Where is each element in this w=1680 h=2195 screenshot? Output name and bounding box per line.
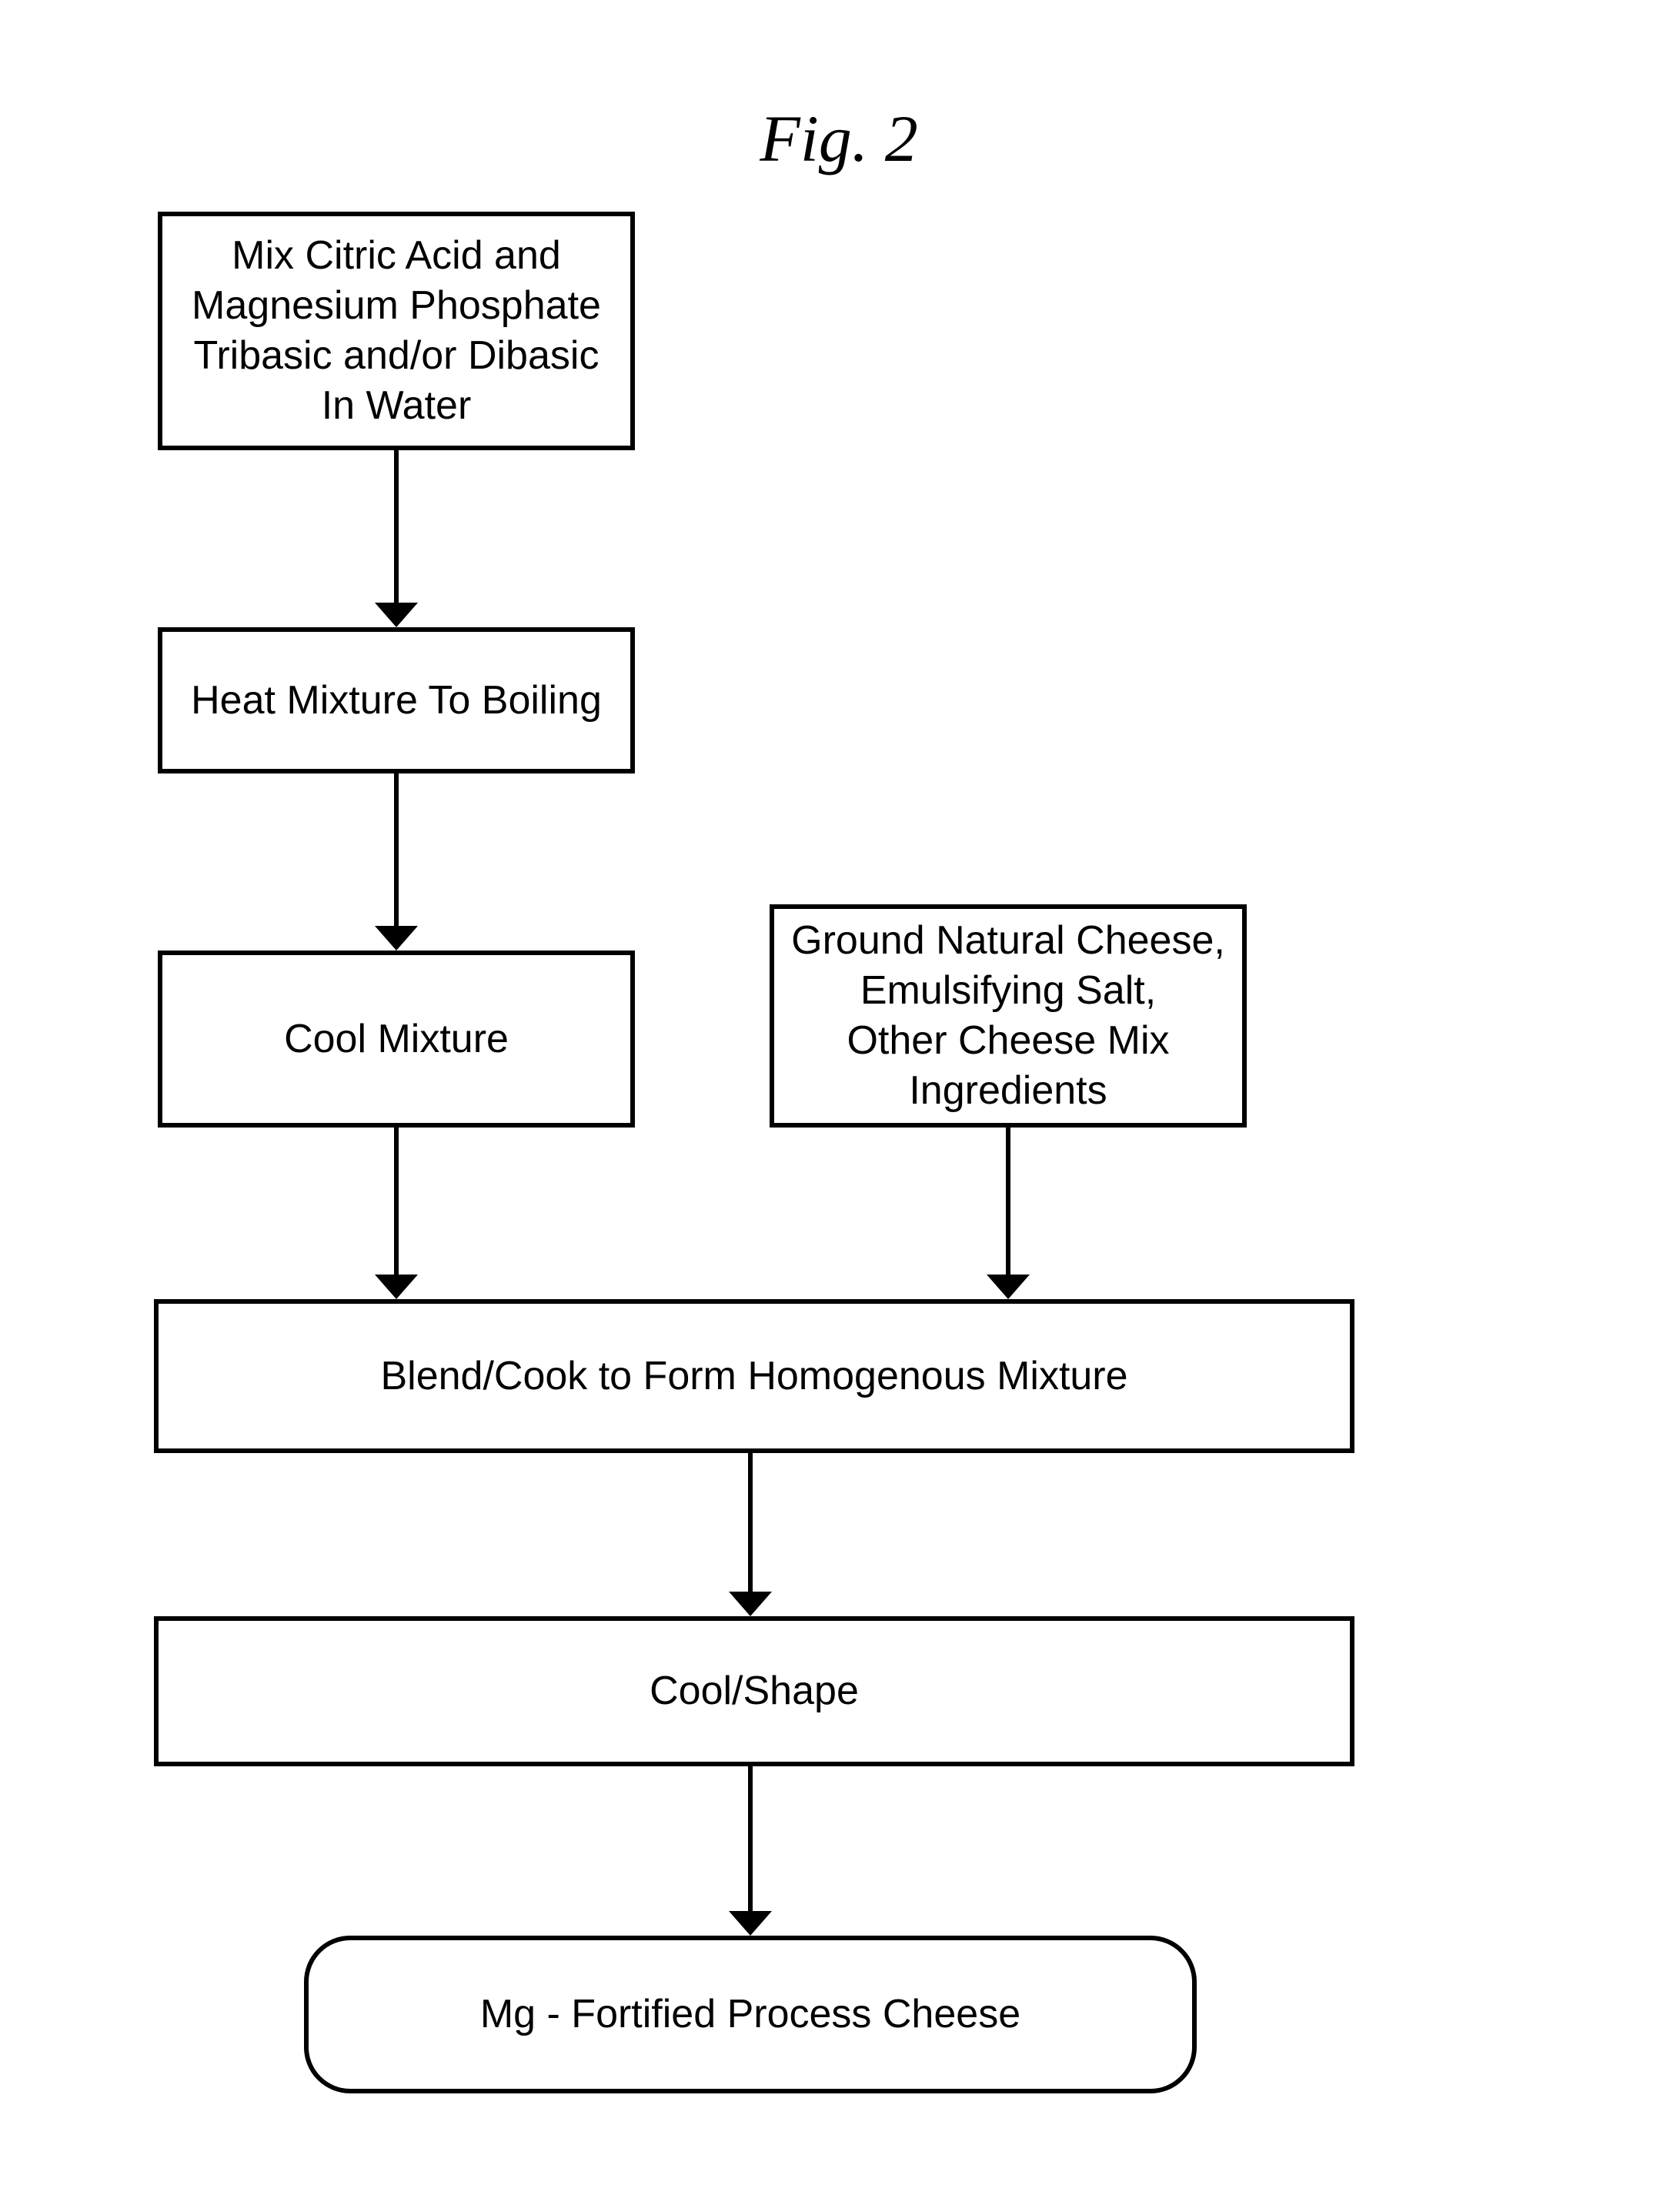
flow-edge-head-e3 xyxy=(375,1275,418,1299)
flow-node-label: Heat Mixture To Boiling xyxy=(191,676,602,726)
flow-node-label: Blend/Cook to Form Homogenous Mixture xyxy=(380,1351,1127,1402)
flow-node-label: Mix Citric Acid and Magnesium Phosphate … xyxy=(192,231,601,431)
flow-node-blend: Blend/Cook to Form Homogenous Mixture xyxy=(154,1299,1354,1453)
flow-node-ingredients: Ground Natural Cheese, Emulsifying Salt,… xyxy=(770,904,1247,1128)
flow-edge-e4 xyxy=(1006,1128,1010,1275)
flow-node-label: Ground Natural Cheese, Emulsifying Salt,… xyxy=(791,916,1225,1116)
flowchart-figure: Fig. 2 Mix Citric Acid and Magnesium Pho… xyxy=(0,0,1680,2195)
flow-edge-head-e1 xyxy=(375,603,418,627)
flow-edge-head-e4 xyxy=(987,1275,1030,1299)
figure-title: Fig. 2 xyxy=(685,100,993,177)
flow-edge-head-e6 xyxy=(729,1911,772,1936)
flow-node-label: Cool Mixture xyxy=(284,1014,509,1064)
flow-edge-e3 xyxy=(394,1128,399,1275)
flow-edge-head-e5 xyxy=(729,1592,772,1616)
flow-node-product: Mg - Fortified Process Cheese xyxy=(304,1936,1197,2093)
flow-edge-e6 xyxy=(748,1766,753,1911)
flow-node-label: Cool/Shape xyxy=(650,1666,859,1716)
flow-node-mix: Mix Citric Acid and Magnesium Phosphate … xyxy=(158,212,635,450)
flow-edge-e5 xyxy=(748,1453,753,1592)
flow-node-label: Mg - Fortified Process Cheese xyxy=(480,1990,1020,2040)
flow-edge-head-e2 xyxy=(375,926,418,950)
flow-edge-e2 xyxy=(394,773,399,926)
flow-node-coolshape: Cool/Shape xyxy=(154,1616,1354,1766)
flow-node-heat: Heat Mixture To Boiling xyxy=(158,627,635,773)
flow-edge-e1 xyxy=(394,450,399,603)
flow-node-cool: Cool Mixture xyxy=(158,950,635,1128)
